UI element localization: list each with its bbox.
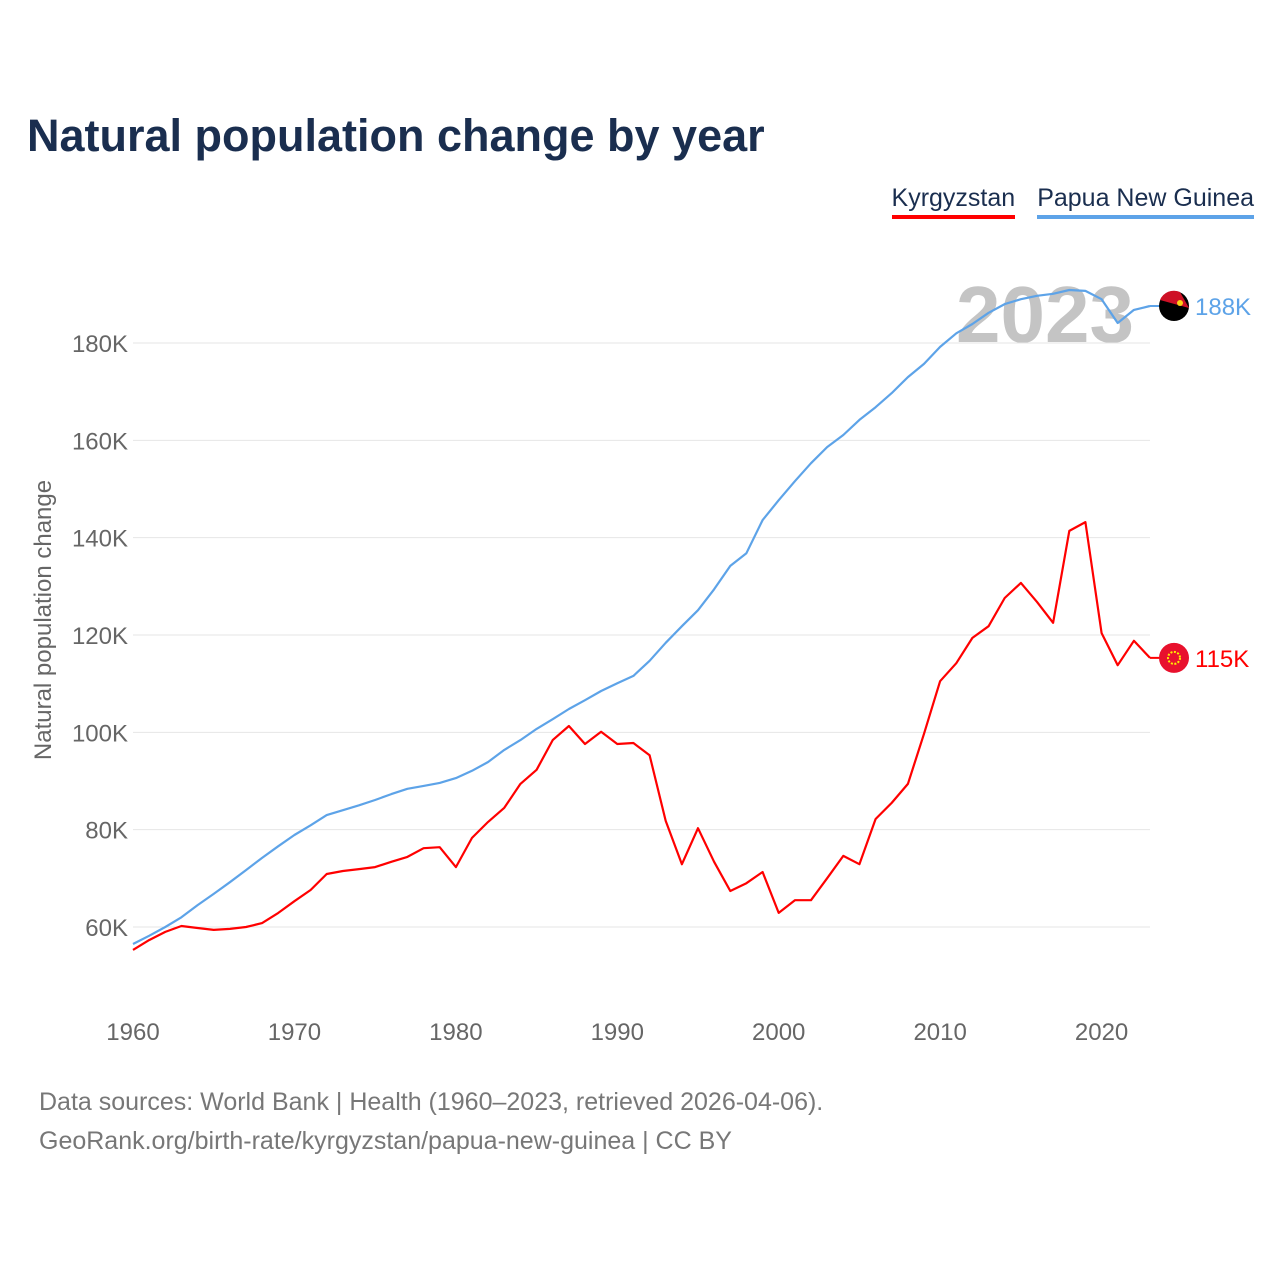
y-axis-label: Natural population change xyxy=(30,480,57,760)
flag-bird-icon xyxy=(1177,300,1183,307)
source-line-2[interactable]: GeoRank.org/birth-rate/kyrgyzstan/papua-… xyxy=(39,1127,732,1155)
y-tick-label: 80K xyxy=(85,818,128,845)
series-line-kyrgyzstan xyxy=(132,520,1151,951)
kyrgyzstan-flag-icon xyxy=(1159,642,1189,673)
y-tick-label: 60K xyxy=(85,915,128,942)
x-tick-label: 1990 xyxy=(591,1019,644,1046)
x-tick-label: 2000 xyxy=(752,1019,805,1046)
chart-title: Natural population change by year xyxy=(27,110,765,161)
x-tick-label: 2020 xyxy=(1075,1019,1128,1046)
source-line-1: Data sources: World Bank | Health (1960–… xyxy=(39,1088,824,1116)
x-tick-label: 1970 xyxy=(268,1019,321,1046)
series-line-papua-new-guinea xyxy=(132,288,1151,945)
legend-kyrgyzstan[interactable]: Kyrgyzstan xyxy=(891,184,1016,219)
flag-sun-icon xyxy=(1167,650,1181,665)
end-value-label: 188K xyxy=(1195,294,1251,321)
year-watermark: 2023 xyxy=(956,270,1134,359)
y-tick-label: 160K xyxy=(72,428,128,455)
y-tick-label: 100K xyxy=(72,720,128,747)
y-tick-label: 140K xyxy=(72,526,128,553)
end-value-label: 115K xyxy=(1195,646,1249,673)
legend-papua-new-guinea[interactable]: Papua New Guinea xyxy=(1037,184,1254,219)
y-tick-label: 120K xyxy=(72,623,128,650)
y-tick-label: 180K xyxy=(72,331,128,358)
x-tick-label: 2010 xyxy=(913,1019,966,1046)
x-tick-label: 1960 xyxy=(106,1019,159,1046)
legend: Kyrgyzstan Papua New Guinea xyxy=(891,184,1254,219)
x-tick-label: 1980 xyxy=(429,1019,482,1046)
